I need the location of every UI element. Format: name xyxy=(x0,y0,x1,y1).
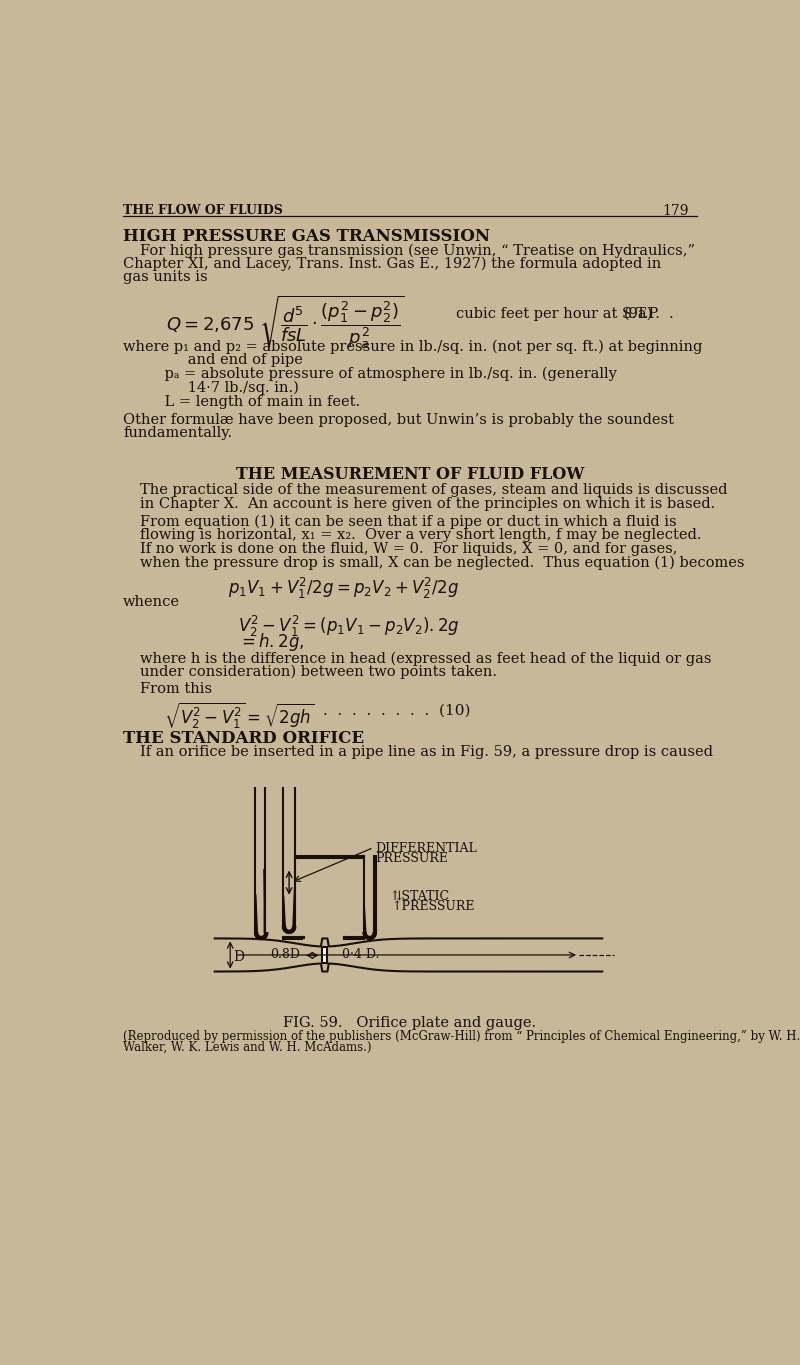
Text: where p₁ and p₂ = absolute pressure in lb./sq. in. (not per sq. ft.) at beginnin: where p₁ and p₂ = absolute pressure in l… xyxy=(123,340,702,354)
Text: (Reproduced by permission of the publishers (McGraw-Hill) from “ Principles of C: (Reproduced by permission of the publish… xyxy=(123,1031,800,1043)
Text: HIGH PRESSURE GAS TRANSMISSION: HIGH PRESSURE GAS TRANSMISSION xyxy=(123,228,490,244)
Text: flowing is horizontal, x₁ = x₂.  Over a very short length, f may be neglected.: flowing is horizontal, x₁ = x₂. Over a v… xyxy=(140,528,702,542)
Text: gas units is: gas units is xyxy=(123,270,208,284)
Text: THE FLOW OF FLUIDS: THE FLOW OF FLUIDS xyxy=(123,203,283,217)
Text: 179: 179 xyxy=(662,203,689,218)
Text: FIG. 59.   Orifice plate and gauge.: FIG. 59. Orifice plate and gauge. xyxy=(283,1016,537,1031)
Text: $V_2^{2} - V_1^{2} = (p_1V_1 - p_2V_2).2g$: $V_2^{2} - V_1^{2} = (p_1V_1 - p_2V_2).2… xyxy=(238,614,460,639)
Text: fundamentally.: fundamentally. xyxy=(123,426,232,441)
Text: For high pressure gas transmission (see Unwin, “ Treatise on Hydraulics,”: For high pressure gas transmission (see … xyxy=(140,244,695,258)
Text: when the pressure drop is small, X can be neglected.  Thus equation (1) becomes: when the pressure drop is small, X can b… xyxy=(140,556,745,571)
Text: .  .  .  .  .  .  .  .  (10): . . . . . . . . (10) xyxy=(323,703,470,718)
Polygon shape xyxy=(255,870,267,939)
Bar xyxy=(322,947,327,962)
Text: PRESSURE: PRESSURE xyxy=(375,852,448,865)
Text: 0·4 D.: 0·4 D. xyxy=(342,947,379,961)
Text: $= h.2g,$: $= h.2g,$ xyxy=(238,631,304,654)
Text: where h is the difference in head (expressed as feet head of the liquid or gas: where h is the difference in head (expre… xyxy=(140,651,712,666)
Text: (9a): (9a) xyxy=(624,307,654,321)
Text: Walker, W. K. Lewis and W. H. McAdams.): Walker, W. K. Lewis and W. H. McAdams.) xyxy=(123,1041,372,1054)
Text: The practical side of the measurement of gases, steam and liquids is discussed: The practical side of the measurement of… xyxy=(140,483,728,497)
Polygon shape xyxy=(283,889,295,934)
Text: If no work is done on the fluid, W = 0.  For liquids, X = 0, and for gases,: If no work is done on the fluid, W = 0. … xyxy=(140,542,678,556)
Polygon shape xyxy=(363,906,376,939)
Text: 14·7 lb./sq. in.): 14·7 lb./sq. in.) xyxy=(123,381,299,396)
Text: D: D xyxy=(234,950,244,964)
Text: and end of pipe: and end of pipe xyxy=(123,354,303,367)
Text: THE MEASUREMENT OF FLUID FLOW: THE MEASUREMENT OF FLUID FLOW xyxy=(236,467,584,483)
Text: THE STANDARD ORIFICE: THE STANDARD ORIFICE xyxy=(123,730,364,747)
Text: Other formulæ have been proposed, but Unwin’s is probably the soundest: Other formulæ have been proposed, but Un… xyxy=(123,412,674,426)
Text: Chapter XI, and Lacey, Trans. Inst. Gas E., 1927) the formula adopted in: Chapter XI, and Lacey, Trans. Inst. Gas … xyxy=(123,257,662,272)
Text: 0.8D: 0.8D xyxy=(270,947,301,961)
Text: DIFFERENTIAL: DIFFERENTIAL xyxy=(375,842,477,854)
Text: whence: whence xyxy=(123,595,180,609)
Text: $p_1V_1 + V_1^{2}/2g = p_2V_2 + V_2^{2}/2g$: $p_1V_1 + V_1^{2}/2g = p_2V_2 + V_2^{2}/… xyxy=(228,576,459,601)
Text: $Q = 2{,}675 \ \sqrt{\dfrac{d^5}{fsL} \cdot \dfrac{(p_1^{2} - p_2^{2})}{p_a^{2}}: $Q = 2{,}675 \ \sqrt{\dfrac{d^5}{fsL} \c… xyxy=(166,293,405,351)
Text: cubic feet per hour at S.T.P.  .: cubic feet per hour at S.T.P. . xyxy=(457,307,674,321)
Text: L = length of main in feet.: L = length of main in feet. xyxy=(123,394,360,408)
Text: ↑PRESSURE: ↑PRESSURE xyxy=(391,900,475,913)
Text: in Chapter X.  An account is here given of the principles on which it is based.: in Chapter X. An account is here given o… xyxy=(140,497,715,512)
Text: under consideration) between two points taken.: under consideration) between two points … xyxy=(140,665,498,680)
Text: pₐ = absolute pressure of atmosphere in lb./sq. in. (generally: pₐ = absolute pressure of atmosphere in … xyxy=(123,367,617,381)
Text: If an orifice be inserted in a pipe line as in Fig. 59, a pressure drop is cause: If an orifice be inserted in a pipe line… xyxy=(140,745,714,759)
Text: $\sqrt{V_2^{2} - V_1^{2}} = \sqrt{2gh}$: $\sqrt{V_2^{2} - V_1^{2}} = \sqrt{2gh}$ xyxy=(163,700,314,730)
Text: From this: From this xyxy=(140,682,213,696)
Text: ⇅STATIC: ⇅STATIC xyxy=(391,890,450,902)
Text: From equation (1) it can be seen that if a pipe or duct in which a fluid is: From equation (1) it can be seen that if… xyxy=(140,515,677,528)
